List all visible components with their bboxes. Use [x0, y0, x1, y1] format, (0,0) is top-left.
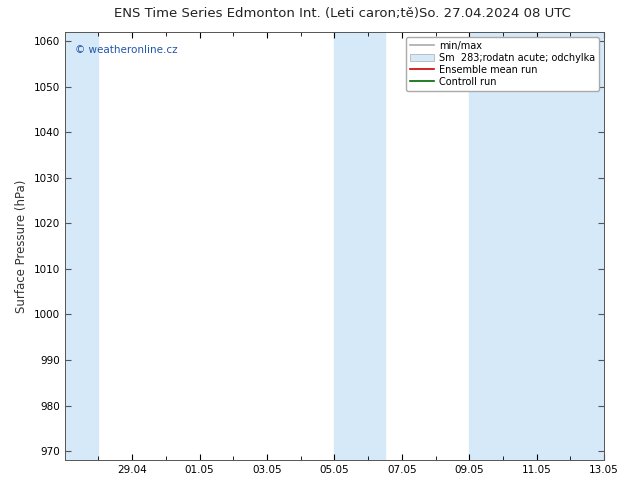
- Y-axis label: Surface Pressure (hPa): Surface Pressure (hPa): [15, 179, 28, 313]
- Text: ENS Time Series Edmonton Int. (Leti caron;tě): ENS Time Series Edmonton Int. (Leti caro…: [113, 7, 419, 21]
- Bar: [334, 32, 385, 460]
- Text: So. 27.04.2024 08 UTC: So. 27.04.2024 08 UTC: [418, 7, 571, 21]
- Bar: [469, 32, 604, 460]
- Bar: [65, 32, 98, 460]
- Text: © weatheronline.cz: © weatheronline.cz: [75, 45, 178, 55]
- Legend: min/max, Sm  283;rodatn acute; odchylka, Ensemble mean run, Controll run: min/max, Sm 283;rodatn acute; odchylka, …: [406, 37, 599, 91]
